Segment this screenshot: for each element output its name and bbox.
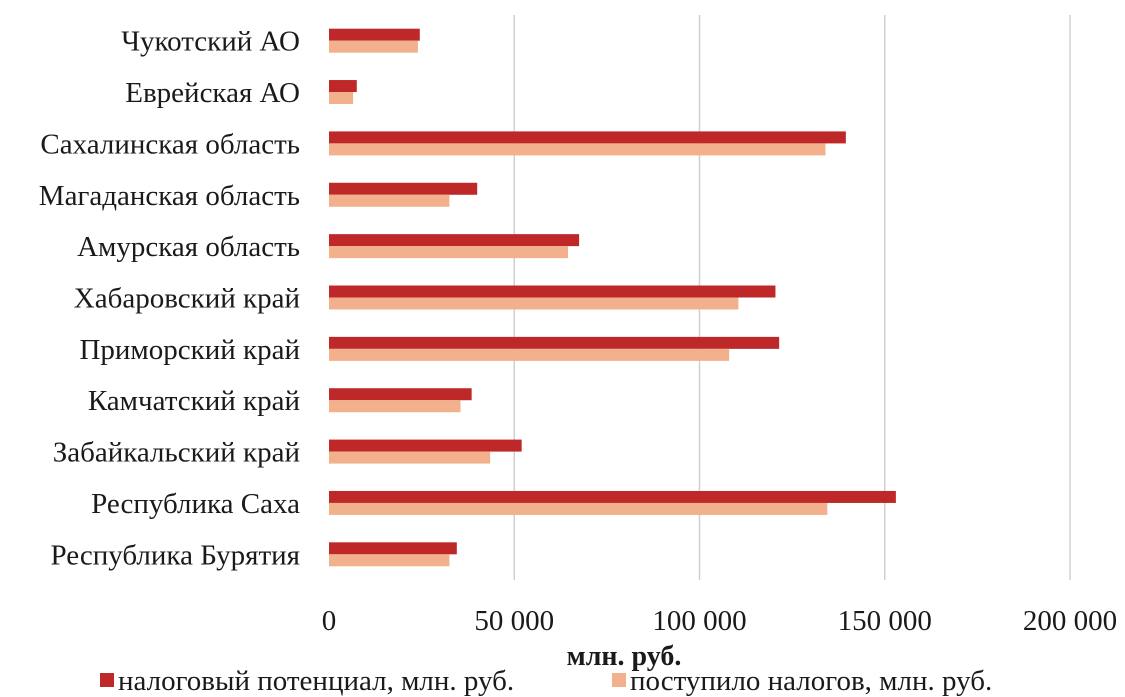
legend-label: налоговый потенциал, млн. руб. bbox=[118, 665, 514, 697]
bar-potential bbox=[329, 388, 472, 401]
bar-received bbox=[329, 92, 354, 105]
bar-potential bbox=[329, 182, 478, 195]
bar-potential bbox=[329, 439, 522, 452]
category-label: Магаданская область bbox=[39, 180, 300, 212]
category-label: Амурская область bbox=[77, 231, 300, 263]
bar-potential bbox=[329, 80, 357, 93]
bar-potential bbox=[329, 28, 420, 41]
category-label: Республика Саха bbox=[91, 488, 300, 520]
category-label: Забайкальский край bbox=[53, 437, 300, 469]
category-labels: Республика Бурятия Республика Саха Забайка… bbox=[39, 26, 300, 572]
bar-potential bbox=[329, 542, 457, 555]
legend-swatch bbox=[612, 673, 626, 687]
bars bbox=[329, 28, 896, 567]
category-label: Еврейская АО bbox=[125, 77, 300, 109]
bar-received bbox=[329, 554, 450, 567]
bar-received bbox=[329, 194, 450, 207]
category-label: Чукотский АО bbox=[121, 26, 300, 58]
bar-received bbox=[329, 40, 418, 53]
bar-received bbox=[329, 246, 568, 259]
x-tick-label: 150 000 bbox=[838, 605, 932, 637]
bar-received bbox=[329, 348, 730, 361]
x-tick-label: 200 000 bbox=[1023, 605, 1117, 637]
category-label: Хабаровский край bbox=[74, 283, 300, 315]
category-label: Приморский край bbox=[79, 334, 300, 366]
bar-potential bbox=[329, 131, 846, 144]
bar-potential bbox=[329, 336, 780, 349]
bar-received bbox=[329, 143, 826, 156]
bar-received bbox=[329, 297, 739, 310]
legend-swatch bbox=[100, 673, 114, 687]
bar-received bbox=[329, 451, 491, 464]
category-label: Камчатский край bbox=[88, 385, 300, 417]
category-label: Сахалинская область bbox=[40, 128, 300, 160]
legend-label: поступило налогов, млн. руб. bbox=[630, 665, 992, 697]
legend: налоговый потенциал, млн. руб. поступило … bbox=[100, 665, 992, 697]
x-tick-labels: 0 50 000 100 000 150 000 200 000 bbox=[322, 605, 1117, 637]
x-tick-label: 100 000 bbox=[652, 605, 746, 637]
bar-received bbox=[329, 400, 461, 413]
x-tick-label: 50 000 bbox=[474, 605, 554, 637]
bar-potential bbox=[329, 285, 776, 298]
category-label: Республика Бурятия bbox=[51, 539, 300, 571]
x-axis-title: млн. руб. bbox=[567, 641, 682, 672]
bar-potential bbox=[329, 234, 580, 247]
bar-received bbox=[329, 502, 828, 515]
bar-potential bbox=[329, 490, 896, 503]
x-tick-label: 0 bbox=[322, 605, 337, 637]
